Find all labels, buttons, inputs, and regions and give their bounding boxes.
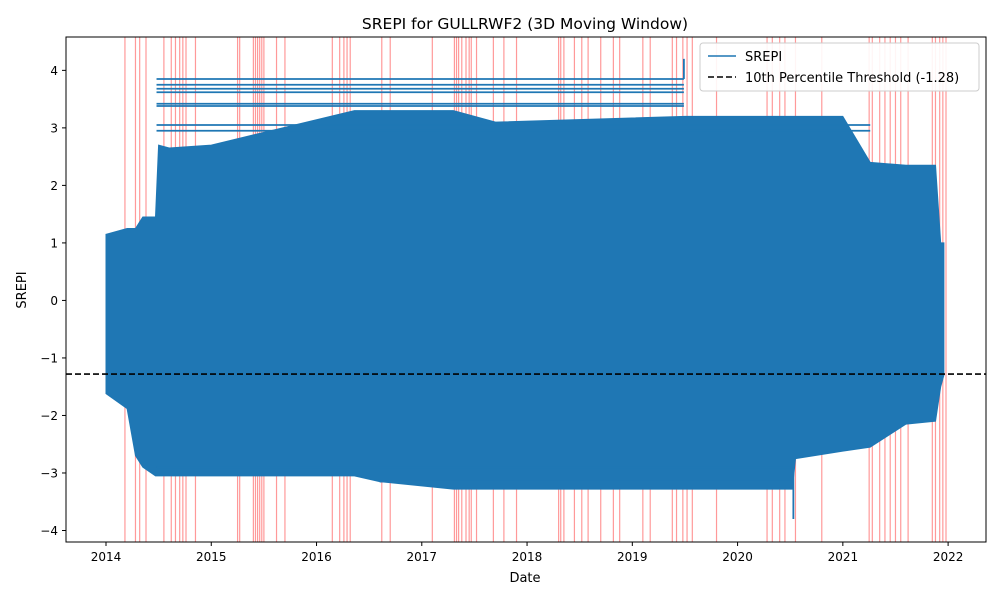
y-tick-label: 3 bbox=[50, 121, 58, 135]
plot-frame bbox=[65, 36, 987, 543]
chart-title: SREPI for GULLRWF2 (3D Moving Window) bbox=[362, 15, 688, 33]
x-axis-ticks: 2014 2015 2016 2017 2018 2019 2020 2021 2022 bbox=[91, 542, 964, 564]
y-tick-label: −1 bbox=[40, 351, 58, 365]
legend-box bbox=[699, 42, 980, 92]
y-axis-label: SREPI bbox=[15, 271, 30, 308]
srepi-series bbox=[105, 58, 945, 519]
x-tick-label: 2022 bbox=[933, 550, 964, 564]
x-tick-label: 2015 bbox=[196, 550, 227, 564]
x-tick-label: 2019 bbox=[617, 550, 648, 564]
x-tick-label: 2017 bbox=[407, 550, 438, 564]
x-tick-label: 2018 bbox=[512, 550, 543, 564]
y-tick-label: 2 bbox=[50, 179, 58, 193]
srepi-envelope bbox=[105, 110, 945, 490]
y-tick-label: −4 bbox=[40, 524, 58, 538]
y-tick-label: −2 bbox=[40, 409, 58, 423]
x-axis-label: Date bbox=[509, 571, 540, 586]
legend-threshold-label: 10th Percentile Threshold (-1.28) bbox=[745, 71, 959, 86]
x-tick-label: 2020 bbox=[722, 550, 753, 564]
legend: SREPI 10th Percentile Threshold (-1.28) bbox=[699, 42, 980, 92]
x-tick-label: 2014 bbox=[91, 550, 122, 564]
y-axis-ticks: 4 3 2 1 0 −1 −2 −3 −4 bbox=[40, 64, 66, 538]
x-tick-label: 2021 bbox=[828, 550, 859, 564]
y-tick-label: −3 bbox=[40, 466, 58, 480]
legend-srepi-label: SREPI bbox=[745, 50, 782, 65]
y-tick-label: 0 bbox=[50, 294, 58, 308]
y-tick-label: 1 bbox=[50, 236, 58, 250]
x-tick-label: 2016 bbox=[301, 550, 332, 564]
y-tick-label: 4 bbox=[50, 64, 58, 78]
